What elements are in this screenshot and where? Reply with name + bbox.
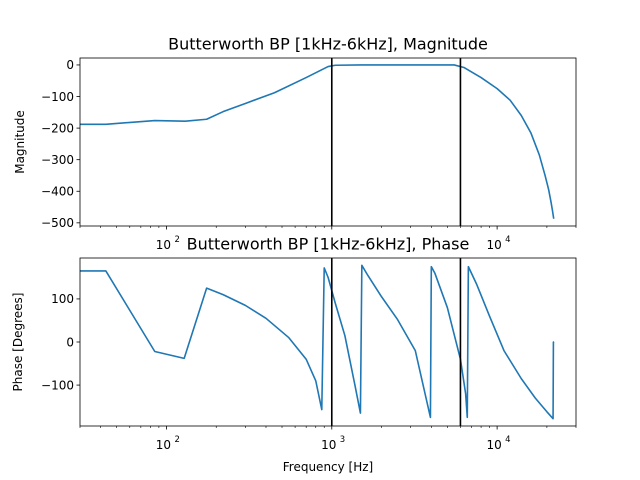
- magnitude-x-ticks: 10 2 10 4: [79, 226, 577, 252]
- svg-text:2: 2: [174, 235, 179, 245]
- magnitude-ytick-label: −300: [41, 153, 74, 167]
- magnitude-ytick-label: −400: [41, 185, 74, 199]
- magnitude-ytick-label: −200: [41, 121, 74, 135]
- svg-text:10: 10: [321, 438, 336, 452]
- magnitude-line: [80, 64, 555, 219]
- svg-text:10: 10: [486, 238, 501, 252]
- phase-axes-frame: [79, 257, 577, 427]
- magnitude-y-ticks: 0 −100 −200 −300 −400 −500: [41, 58, 80, 230]
- svg-text:10: 10: [156, 438, 171, 452]
- magnitude-vlines: [330, 58, 462, 226]
- phase-y-ticks: 100 0 −100: [41, 292, 80, 392]
- magnitude-title: Butterworth BP [1kHz-6kHz], Magnitude: [168, 35, 488, 54]
- phase-xtick-label: 10 3: [321, 435, 345, 452]
- phase-xlabel: Frequency [Hz]: [283, 460, 374, 474]
- svg-text:10: 10: [156, 238, 171, 252]
- phase-vlines: [330, 258, 462, 426]
- phase-title: Butterworth BP [1kHz-6kHz], Phase: [187, 235, 470, 254]
- svg-text:4: 4: [505, 235, 510, 245]
- svg-text:4: 4: [505, 435, 510, 445]
- phase-xtick-label: 10 2: [156, 435, 180, 452]
- svg-text:2: 2: [174, 435, 179, 445]
- magnitude-panel: Butterworth BP [1kHz-6kHz], Magnitude 0 −…: [13, 35, 577, 252]
- magnitude-xtick-label: 10 2: [156, 235, 180, 252]
- magnitude-xtick-label: 10 4: [486, 235, 510, 252]
- magnitude-ytick-label: −100: [41, 90, 74, 104]
- magnitude-axes-frame: [79, 57, 577, 227]
- phase-xtick-label: 10 4: [486, 435, 510, 452]
- phase-ytick-label: 100: [51, 292, 74, 306]
- phase-ytick-label: 0: [66, 335, 74, 349]
- phase-line: [80, 264, 555, 420]
- magnitude-ylabel: Magnitude: [13, 110, 27, 174]
- svg-text:3: 3: [340, 435, 345, 445]
- phase-x-ticks: 10 2 10 3 10 4: [79, 426, 577, 452]
- magnitude-ytick-label: 0: [66, 58, 74, 72]
- magnitude-ytick-label: −500: [41, 216, 74, 230]
- phase-ytick-label: −100: [41, 378, 74, 392]
- svg-text:10: 10: [486, 438, 501, 452]
- phase-ylabel: Phase [Degrees]: [11, 293, 25, 392]
- phase-panel: Butterworth BP [1kHz-6kHz], Phase 100 0 −1…: [11, 235, 577, 474]
